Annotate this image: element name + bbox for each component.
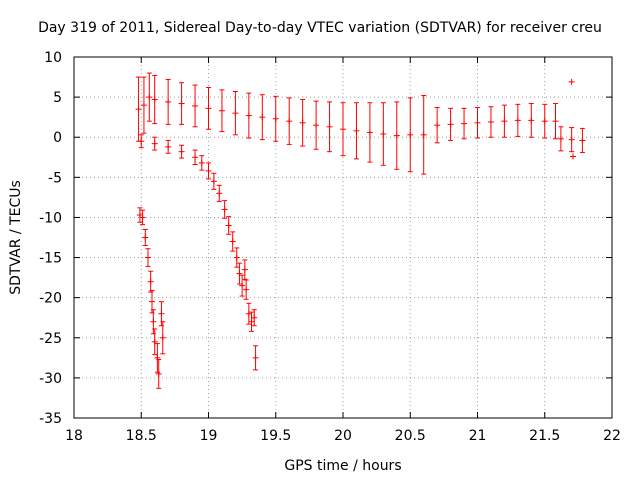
series-group xyxy=(568,78,576,160)
x-tick-label: 21 xyxy=(469,428,487,444)
data-point xyxy=(568,127,575,153)
x-tick-label: 20.5 xyxy=(395,428,426,444)
data-point xyxy=(434,107,441,144)
data-point xyxy=(147,270,154,293)
y-axis-label: SDTVAR / TECUs xyxy=(8,180,24,295)
data-point xyxy=(251,309,258,327)
data-point xyxy=(192,149,199,165)
y-tick-label: 5 xyxy=(53,90,62,106)
data-point xyxy=(165,139,172,154)
data-point xyxy=(236,262,243,285)
data-point xyxy=(286,97,293,145)
data-point xyxy=(241,259,248,280)
x-tick-label: 18.5 xyxy=(126,428,157,444)
data-point xyxy=(205,86,212,130)
data-point xyxy=(243,279,250,300)
data-point xyxy=(541,103,548,139)
data-point xyxy=(420,95,427,175)
data-point xyxy=(210,172,217,190)
data-point xyxy=(218,89,225,133)
data-series xyxy=(135,72,586,389)
data-point xyxy=(221,200,228,219)
data-point xyxy=(447,107,454,141)
axis-ticks: 18 18.5 19 19.5 20 20.5 21 21.5 22 10 5 0 -5 -10 -15 -2… xyxy=(39,50,621,444)
y-tick-label: -30 xyxy=(39,371,62,387)
data-point xyxy=(165,78,172,125)
data-point xyxy=(146,72,153,122)
data-point xyxy=(461,107,468,140)
data-point xyxy=(514,103,521,137)
chart-title: Day 319 of 2011, Sidereal Day-to-day VTE… xyxy=(38,20,602,36)
data-point xyxy=(299,99,306,147)
data-point xyxy=(198,155,205,171)
data-point xyxy=(239,274,246,297)
series-group xyxy=(138,134,259,371)
data-point xyxy=(326,101,333,153)
y-tick-label: 0 xyxy=(53,130,62,146)
y-tick-label: -25 xyxy=(39,331,62,347)
data-point xyxy=(393,101,400,170)
data-point xyxy=(340,102,346,157)
data-point xyxy=(259,94,266,141)
data-point xyxy=(474,107,481,139)
data-point xyxy=(487,106,494,138)
y-tick-label: -5 xyxy=(48,170,62,186)
data-point xyxy=(159,321,166,355)
data-point xyxy=(139,209,146,226)
data-point xyxy=(380,102,387,166)
data-point xyxy=(178,82,185,125)
data-point xyxy=(501,104,508,138)
data-point xyxy=(528,103,535,138)
data-point xyxy=(216,184,223,202)
data-point xyxy=(151,328,158,356)
data-point xyxy=(245,92,252,139)
x-tick-label: 18 xyxy=(65,428,83,444)
data-point xyxy=(138,134,145,149)
data-point xyxy=(245,302,252,325)
data-point xyxy=(205,162,212,180)
data-point xyxy=(135,76,142,142)
data-point xyxy=(579,127,586,153)
data-point xyxy=(272,95,279,142)
y-tick-label: -10 xyxy=(39,210,62,226)
data-point xyxy=(233,247,240,268)
series-group xyxy=(136,207,166,389)
data-point xyxy=(225,216,232,235)
data-point xyxy=(252,345,259,371)
data-point xyxy=(154,342,161,373)
x-tick-label: 20 xyxy=(334,428,352,444)
data-point xyxy=(568,78,575,85)
data-point xyxy=(366,102,373,163)
data-point xyxy=(557,126,564,152)
x-tick-label: 19.5 xyxy=(260,428,291,444)
x-axis-label: GPS time / hours xyxy=(284,458,401,474)
data-point xyxy=(151,136,158,151)
data-point xyxy=(192,84,199,128)
x-tick-label: 21.5 xyxy=(529,428,560,444)
data-point xyxy=(229,231,236,252)
data-point xyxy=(232,90,239,136)
data-point xyxy=(248,311,255,332)
data-point xyxy=(407,97,414,173)
data-point xyxy=(155,358,162,389)
y-tick-label: -15 xyxy=(39,251,62,267)
data-point xyxy=(353,102,360,160)
data-point xyxy=(569,153,576,160)
y-tick-label: -35 xyxy=(39,411,62,427)
x-tick-label: 22 xyxy=(603,428,621,444)
data-point xyxy=(144,248,151,267)
x-tick-label: 19 xyxy=(200,428,218,444)
data-point xyxy=(140,76,147,134)
series-group xyxy=(135,72,586,175)
data-point xyxy=(142,228,149,247)
data-point xyxy=(552,103,559,140)
y-tick-label: 10 xyxy=(44,50,62,66)
y-tick-label: -20 xyxy=(39,291,62,307)
data-point xyxy=(178,144,185,159)
data-point xyxy=(313,100,320,150)
data-point xyxy=(151,74,158,125)
